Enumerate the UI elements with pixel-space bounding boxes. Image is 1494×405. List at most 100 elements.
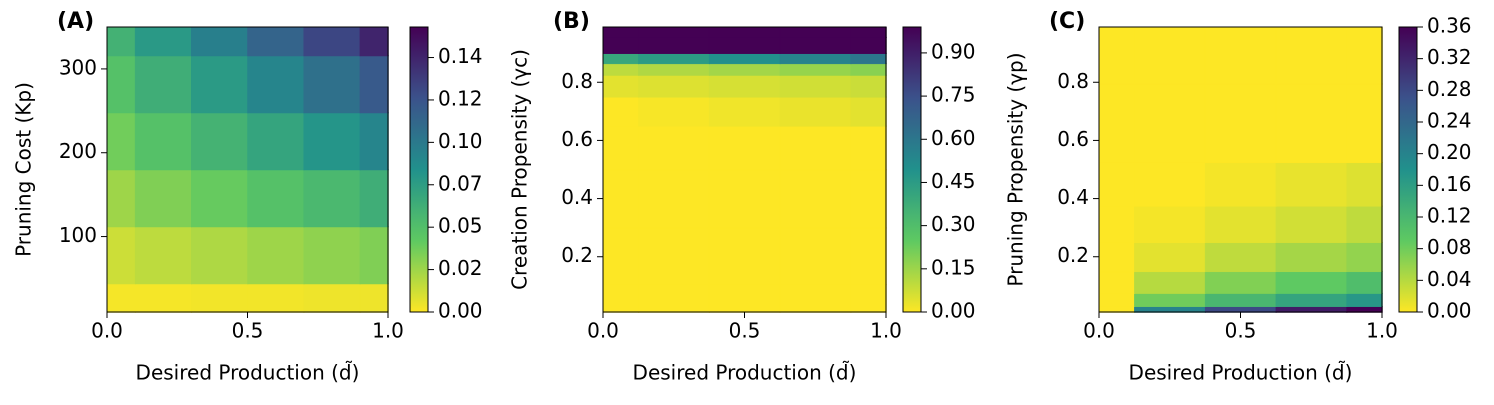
colorbar <box>409 26 429 313</box>
panel-label: (C) <box>1049 9 1085 34</box>
contour-cell <box>359 112 389 171</box>
contour-cell <box>1346 205 1383 243</box>
colorbar-tick-label: 0.10 <box>438 129 483 153</box>
contour-cell <box>359 55 389 114</box>
colorbar-tick-label: 0.02 <box>438 256 483 280</box>
x-tick-label: 0.0 <box>587 319 619 343</box>
y-tick-label: 0.6 <box>561 127 593 151</box>
contour-cell <box>106 26 136 57</box>
y-tick-label: 0.2 <box>1057 243 1089 267</box>
y-tick-label: 0.2 <box>561 243 593 267</box>
contour-cell <box>708 36 781 54</box>
contour-cell <box>708 63 781 76</box>
contour-cell <box>708 96 781 127</box>
contour-cell <box>1346 292 1383 307</box>
colorbar-tick-label: 0.32 <box>1427 45 1472 69</box>
contour-cell <box>1346 271 1383 294</box>
contour-cell <box>247 55 305 114</box>
contour-cell <box>359 26 389 57</box>
y-tick-label: 100 <box>59 223 97 247</box>
colorbar-tick-label: 0.36 <box>1427 14 1472 38</box>
contour-cell <box>1204 241 1277 273</box>
x-tick-label: 1.0 <box>870 319 902 343</box>
contour-cell <box>191 112 249 171</box>
contour-cell <box>602 284 640 313</box>
contour-cell <box>191 226 249 285</box>
contour-cell <box>708 125 781 171</box>
contour-cell <box>1275 161 1348 207</box>
colorbar-tick-label: 0.07 <box>438 171 483 195</box>
contour-cell <box>1204 161 1277 207</box>
contour-cell <box>1098 161 1136 207</box>
colorbar-tick-label: 0.04 <box>1427 267 1472 291</box>
y-tick-label: 0.6 <box>1057 127 1089 151</box>
colorbar-tick-label: 0.75 <box>931 83 976 107</box>
x-tick-label: 1.0 <box>1366 319 1398 343</box>
y-axis-label: Pruning Propensity (γp) <box>1004 52 1028 286</box>
x-tick-label: 0.5 <box>1225 319 1257 343</box>
contour-cell <box>303 55 361 114</box>
contour-cell <box>850 125 887 171</box>
contour-cell <box>638 36 710 54</box>
contour-cell <box>106 283 136 313</box>
contour-cell <box>850 36 887 54</box>
contour-cell <box>850 63 887 76</box>
contour-cell <box>708 26 781 38</box>
y-tick-label: 0.8 <box>1057 69 1089 93</box>
contour-cell <box>602 227 640 286</box>
contour-cell <box>638 284 710 313</box>
contour-cell <box>359 226 389 285</box>
contour-cell <box>779 74 852 98</box>
colorbar-tick-label: 0.12 <box>438 86 483 110</box>
contour-cell <box>602 125 640 171</box>
contour-cell <box>1134 271 1206 294</box>
y-tick-label: 0.4 <box>561 185 593 209</box>
colorbar <box>1398 26 1418 313</box>
contour-cell <box>708 52 781 65</box>
colorbar-tick-label: 0.05 <box>438 214 483 238</box>
colorbar <box>902 26 922 313</box>
panel-label: (A) <box>57 9 94 34</box>
contour-cell <box>638 74 710 98</box>
contour-cell <box>1098 241 1136 273</box>
colorbar-tick-label: 0.28 <box>1427 77 1472 101</box>
contour-cell <box>1134 241 1206 273</box>
contour-cell <box>602 52 640 65</box>
contour-cell <box>1134 292 1206 307</box>
contour-cell <box>1098 205 1136 243</box>
x-axis-label: Desired Production (d̃) <box>1129 361 1353 385</box>
contour-cell <box>638 125 710 171</box>
y-tick-label: 0.4 <box>1057 185 1089 209</box>
contour-cell <box>134 283 193 313</box>
contour-cell <box>779 169 852 229</box>
contour-cell <box>247 169 305 228</box>
contour-cell <box>134 112 193 171</box>
contour-cell <box>638 169 710 229</box>
colorbar-tick-label: 0.00 <box>931 299 976 323</box>
x-tick-label: 1.0 <box>372 319 404 343</box>
colorbar-tick-label: 0.15 <box>931 255 976 279</box>
contour-cell <box>303 226 361 285</box>
contour-cell <box>1204 205 1277 243</box>
contour-cell <box>1275 241 1348 273</box>
contour-cell <box>1098 292 1136 307</box>
contour-cell <box>638 96 710 127</box>
colorbar-tick-label: 0.00 <box>1427 299 1472 323</box>
x-tick-label: 0.5 <box>729 319 761 343</box>
contour-cell <box>850 52 887 65</box>
contour-cell <box>1134 83 1206 163</box>
contour-cell <box>359 169 389 228</box>
contour-cell <box>247 226 305 285</box>
contour-cell <box>106 226 136 285</box>
colorbar-tick-label: 0.00 <box>438 299 483 323</box>
y-axis-label: Pruning Cost (Kp) <box>12 82 36 257</box>
contour-cell <box>1275 292 1348 307</box>
contour-cell <box>303 112 361 171</box>
contour-cell <box>134 55 193 114</box>
colorbar-tick-label: 0.45 <box>931 169 976 193</box>
contour-cell <box>779 284 852 313</box>
contour-cell <box>850 96 887 127</box>
contour-cell <box>106 55 136 114</box>
contour-cell <box>1346 83 1383 163</box>
contour-cell <box>850 74 887 98</box>
